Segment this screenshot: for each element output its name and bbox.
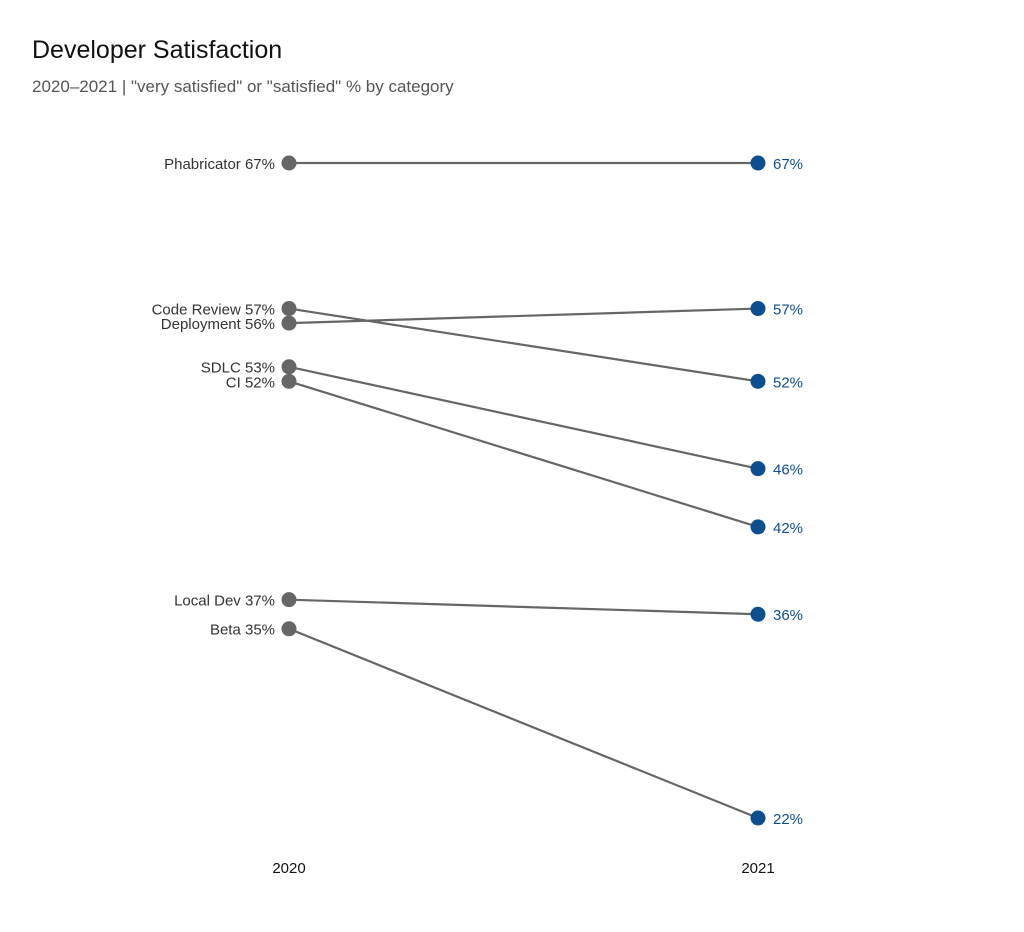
end-point-sdlc — [750, 461, 766, 477]
start-point-beta — [281, 621, 297, 637]
end-label-beta: 22% — [773, 811, 803, 828]
start-point-phabricator — [281, 155, 297, 171]
end-label-ci: 42% — [773, 520, 803, 537]
start-label-deployment: Deployment 56% — [161, 316, 275, 333]
x-tick-label-2021: 2021 — [741, 860, 774, 877]
slope-line-sdlc — [288, 365, 759, 470]
slope-line-beta — [288, 627, 759, 820]
start-label-sdlc: SDLC 53% — [201, 360, 275, 377]
slope-labels: Phabricator 67% 67% Code Review 57% 52% Depl… — [152, 156, 803, 828]
slope-line-deployment — [288, 307, 759, 325]
x-tick-label-2020: 2020 — [272, 860, 305, 877]
end-point-beta — [750, 810, 766, 826]
slope-line-ci — [288, 380, 759, 528]
start-point-local-dev — [281, 592, 297, 608]
chart-title: Developer Satisfaction — [32, 36, 283, 64]
end-label-sdlc: 46% — [773, 462, 803, 479]
end-point-code-review — [750, 373, 766, 389]
end-label-phabricator: 67% — [773, 156, 803, 173]
slope-line-local-dev — [288, 598, 759, 616]
start-point-deployment — [281, 315, 297, 331]
start-label-local-dev: Local Dev 37% — [174, 593, 275, 610]
x-axis: 2020 2021 — [272, 860, 774, 877]
start-label-code-review: Code Review 57% — [152, 302, 275, 319]
start-point-sdlc — [281, 359, 297, 375]
end-point-local-dev — [750, 606, 766, 622]
start-label-ci: CI 52% — [226, 374, 275, 391]
slope-dots — [281, 155, 766, 826]
end-label-code-review: 52% — [773, 374, 803, 391]
start-label-beta: Beta 35% — [210, 622, 275, 639]
start-point-code-review — [281, 301, 297, 317]
chart-subtitle: 2020–2021 | "very satisfied" or "satisfi… — [32, 77, 454, 96]
start-label-phabricator: Phabricator 67% — [164, 156, 275, 173]
slope-lines — [288, 161, 759, 820]
start-point-ci — [281, 373, 297, 389]
end-point-deployment — [750, 301, 766, 317]
slope-line-code-review — [288, 307, 759, 383]
end-point-phabricator — [750, 155, 766, 171]
end-label-deployment: 57% — [773, 302, 803, 319]
end-point-ci — [750, 519, 766, 535]
end-label-local-dev: 36% — [773, 607, 803, 624]
